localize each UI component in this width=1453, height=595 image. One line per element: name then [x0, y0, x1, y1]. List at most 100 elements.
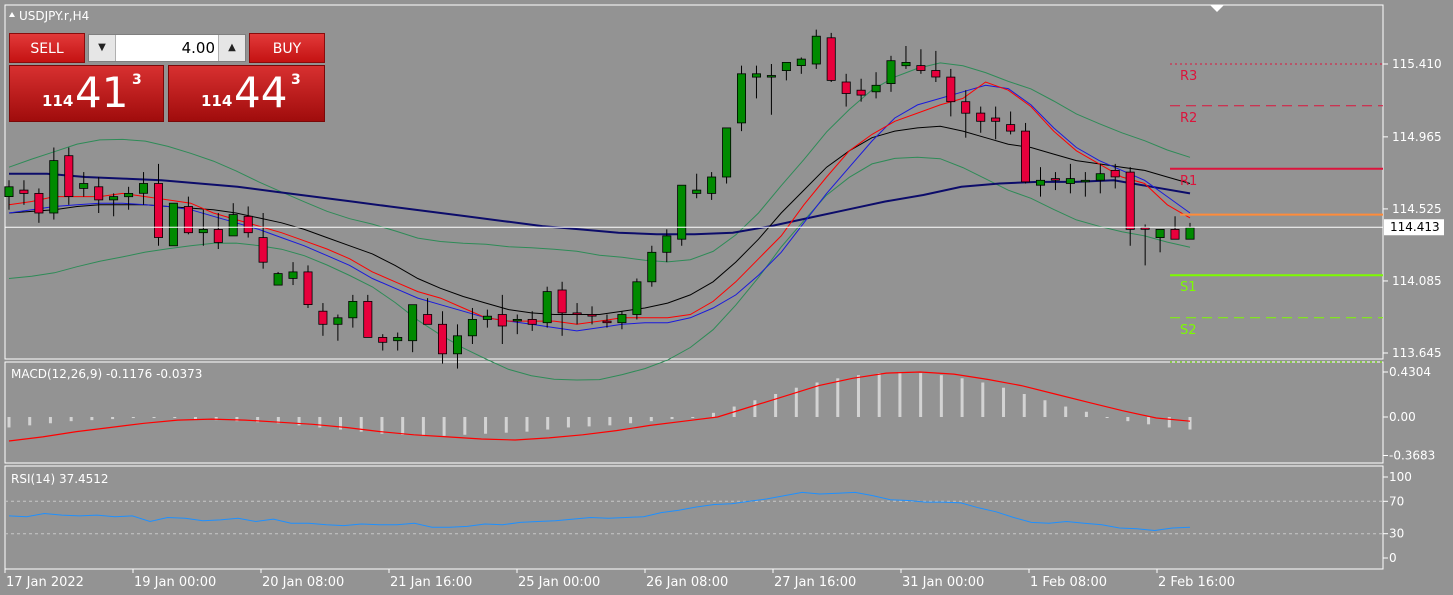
- macd-bar: [256, 417, 260, 423]
- candle: [677, 184, 687, 246]
- candle-body: [94, 186, 104, 201]
- macd-bar: [1022, 393, 1026, 417]
- buy-price-fraction: 3: [291, 72, 301, 88]
- candle: [1125, 167, 1135, 246]
- candle-body: [288, 271, 298, 279]
- price-tick-label: 113.645: [1392, 346, 1442, 360]
- symbol-label: USDJPY.r,H4: [19, 9, 89, 23]
- macd-bar: [1188, 417, 1192, 430]
- buy-button[interactable]: BUY: [249, 33, 325, 63]
- macd-bar: [318, 417, 322, 428]
- candle: [871, 72, 881, 99]
- lot-decrease-icon[interactable]: ▼: [89, 35, 116, 61]
- macd-tick-label: 0.00: [1389, 410, 1416, 424]
- candle: [1080, 172, 1090, 197]
- macd-bar: [276, 417, 280, 424]
- macd-bar: [297, 417, 301, 426]
- candle-body: [482, 315, 492, 320]
- candle-body: [467, 318, 477, 337]
- macd-bar: [753, 400, 757, 417]
- macd-bar: [815, 382, 819, 417]
- x-tick-label: 1 Feb 08:00: [1030, 575, 1107, 590]
- candle: [662, 229, 672, 263]
- macd-bar: [774, 393, 778, 417]
- x-tick-label: 21 Jan 16:00: [390, 575, 472, 590]
- macd-bar: [69, 417, 73, 422]
- macd-bar: [359, 417, 363, 432]
- candle-body: [393, 336, 403, 342]
- rsi-tick-label: 100: [1389, 470, 1412, 484]
- x-tick-label: 19 Jan 00:00: [134, 575, 216, 590]
- macd-bar: [442, 417, 446, 436]
- macd-tick-label: -0.3683: [1389, 449, 1435, 463]
- lot-increase-icon[interactable]: ▲: [218, 35, 245, 61]
- rsi-label: RSI(14) 37.4512: [11, 472, 109, 486]
- macd-bar: [173, 417, 177, 419]
- pivot-label-s1: S1: [1180, 280, 1197, 295]
- candle: [766, 64, 776, 115]
- macd-bar: [1126, 417, 1130, 422]
- candle: [737, 65, 747, 132]
- candle-body: [49, 160, 59, 214]
- candle-body: [1050, 178, 1060, 181]
- lot-size-input[interactable]: [117, 37, 215, 59]
- rsi-tick-label: 70: [1389, 494, 1404, 508]
- candle: [931, 50, 941, 83]
- rsi-tick-label: 0: [1389, 551, 1397, 565]
- candle-body: [1021, 130, 1031, 183]
- candle: [258, 213, 268, 269]
- candle-body: [737, 73, 747, 124]
- candle: [423, 298, 433, 325]
- candle-body: [437, 323, 447, 355]
- candle: [138, 172, 148, 205]
- macd-bar: [608, 417, 612, 426]
- sell-price-button[interactable]: 114 41 3: [9, 65, 164, 122]
- main-pane-frame: [4, 4, 1384, 360]
- candle-body: [572, 312, 582, 315]
- candle-body: [707, 176, 717, 194]
- candle: [602, 314, 612, 328]
- candle-body: [961, 101, 971, 114]
- candle-body: [527, 318, 537, 325]
- macd-bar: [339, 417, 343, 430]
- buy-price-button[interactable]: 114 44 3: [168, 65, 325, 122]
- macd-bar: [111, 417, 115, 420]
- x-tick-label: 27 Jan 16:00: [774, 575, 856, 590]
- candle: [273, 271, 283, 286]
- candle-body: [258, 237, 268, 263]
- candle: [333, 314, 343, 341]
- candle-body: [109, 196, 119, 201]
- main-price-pane: R3 R2 R1 S1 S2 114.413 115.410 114.965 114.525 11…: [4, 29, 1444, 381]
- macd-bar: [649, 417, 653, 422]
- macd-bar: [152, 417, 156, 419]
- candle-body: [273, 273, 283, 286]
- candle: [497, 294, 507, 344]
- chart-shift-marker-icon[interactable]: [1210, 5, 1224, 12]
- pivot-label-r2: R2: [1180, 111, 1197, 126]
- sell-button[interactable]: SELL: [9, 33, 85, 63]
- lot-size-control: ▼ ▲: [88, 34, 246, 62]
- candle-body: [1080, 179, 1090, 183]
- candle-body: [1170, 228, 1180, 240]
- candle: [781, 62, 791, 81]
- candle: [752, 65, 762, 99]
- macd-bar: [1084, 411, 1088, 417]
- candle: [557, 281, 567, 336]
- candle-body: [452, 335, 462, 355]
- candle: [692, 173, 702, 199]
- candle: [856, 78, 866, 102]
- macd-bar: [48, 417, 52, 424]
- candle: [243, 206, 253, 238]
- candle: [572, 303, 582, 325]
- macd-bar: [463, 417, 467, 435]
- candle: [901, 45, 911, 69]
- candle: [1095, 163, 1105, 194]
- candle-body: [752, 73, 762, 78]
- candle: [153, 163, 163, 246]
- x-tick-label: 26 Jan 08:00: [646, 575, 728, 590]
- macd-bar: [7, 417, 11, 428]
- macd-bar: [1043, 400, 1047, 417]
- candle-body: [1095, 173, 1105, 181]
- current-price-badge: [1384, 219, 1444, 236]
- candle-body: [1036, 179, 1046, 186]
